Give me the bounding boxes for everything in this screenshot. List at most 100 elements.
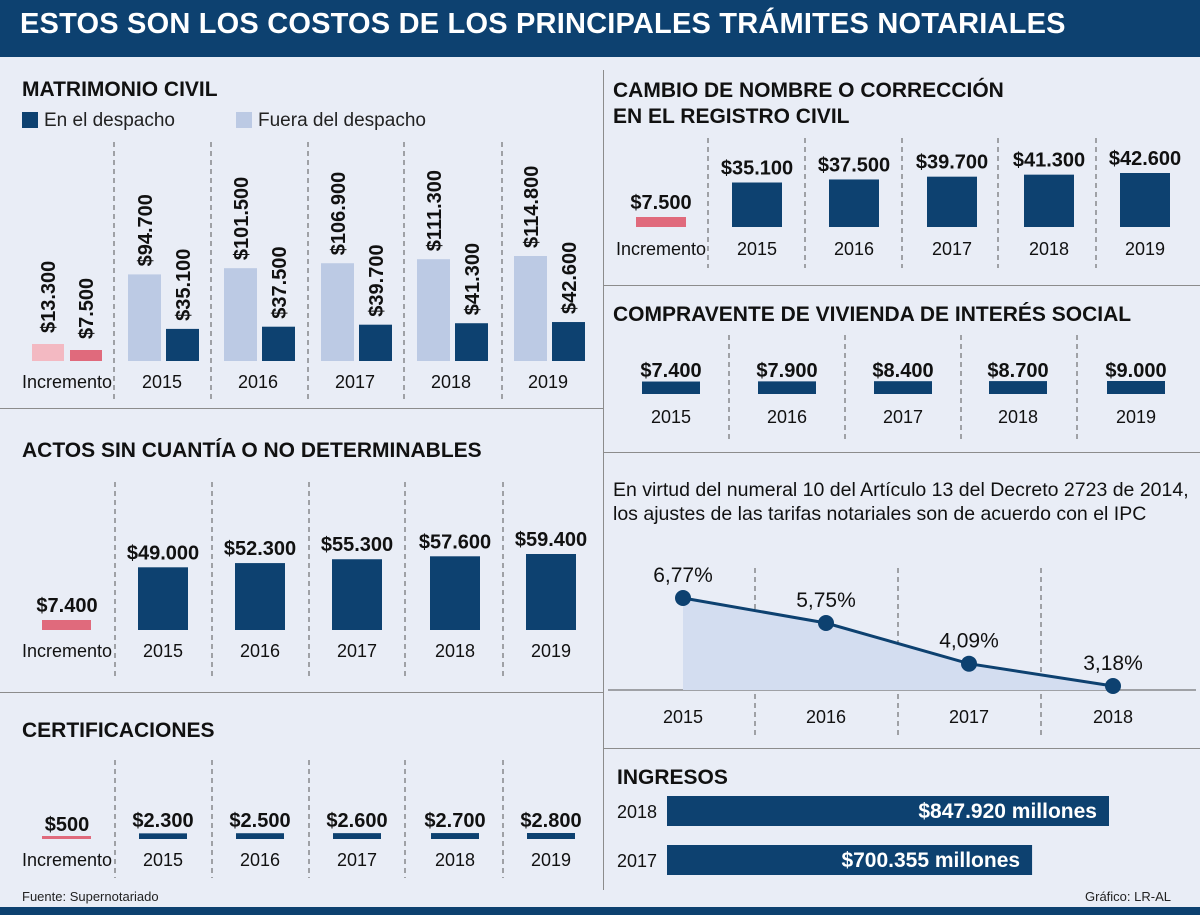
compraventa-bar <box>1107 381 1165 394</box>
legend-swatch-out <box>236 112 252 128</box>
certificaciones-category-label: 2017 <box>337 850 377 870</box>
cambio-increment-label: $7.500 <box>630 192 691 214</box>
certificaciones-bar-label: $2.700 <box>424 810 485 832</box>
matrimonio-increment-in-bar <box>70 350 102 361</box>
legend-out-label: Fuera del despacho <box>258 110 426 131</box>
cambio-category-label: 2017 <box>932 239 972 259</box>
certificaciones-bar <box>431 833 479 839</box>
certificaciones-category-label: 2015 <box>143 850 183 870</box>
divider-left-1 <box>0 408 603 409</box>
matrimonio-label-out: $111.300 <box>424 170 446 251</box>
cambio-category-label: 2016 <box>834 239 874 259</box>
compraventa-bar <box>758 381 816 394</box>
compraventa-bar-label: $9.000 <box>1105 360 1166 382</box>
ipc-point-label: 5,75% <box>796 589 856 612</box>
legend-in-label: En el despacho <box>44 110 175 131</box>
ipc-line <box>682 596 1114 688</box>
matrimonio-label-in: $37.500 <box>269 246 291 318</box>
compraventa-bar <box>989 381 1047 394</box>
matrimonio-label-in: $41.300 <box>462 243 484 315</box>
compraventa-category-label: 2017 <box>883 407 923 427</box>
cambio-bar-label: $42.600 <box>1109 148 1181 170</box>
ingresos-title: INGRESOS <box>617 766 728 789</box>
actos-bar-label: $57.600 <box>419 531 491 553</box>
ipc-category-label: 2018 <box>1093 707 1133 727</box>
ingresos-bar-label: $700.355 millones <box>841 849 1020 872</box>
legend-in: En el despacho <box>22 110 175 132</box>
divider-right-3 <box>603 748 1200 749</box>
cambio-category-label: 2019 <box>1125 239 1165 259</box>
compraventa-bar-label: $7.400 <box>640 360 701 382</box>
certificaciones-bar <box>139 833 187 839</box>
divider-left-2 <box>0 692 603 693</box>
certificaciones-category-label: 2019 <box>531 850 571 870</box>
divider-right-1 <box>603 285 1200 286</box>
matrimonio-bar-out <box>417 259 450 361</box>
matrimonio-category-label: 2018 <box>431 372 471 392</box>
compraventa-bar <box>642 381 700 394</box>
cambio-title-1: CAMBIO DE NOMBRE O CORRECCIÓN <box>613 79 1004 102</box>
actos-bar <box>430 556 480 630</box>
ipc-point <box>961 655 977 672</box>
certificaciones-bar-label: $2.300 <box>132 810 193 832</box>
certificaciones-bar-label: $2.600 <box>326 810 387 832</box>
actos-increment-bar <box>42 620 91 630</box>
actos-bar <box>235 563 285 630</box>
cambio-increment-category: Incremento <box>616 239 706 259</box>
actos-bar-label: $55.300 <box>321 534 393 556</box>
matrimonio-label-in: $39.700 <box>366 244 388 316</box>
main-title: ESTOS SON LOS COSTOS DE LOS PRINCIPALES … <box>20 8 1066 40</box>
compraventa-category-label: 2019 <box>1116 407 1156 427</box>
matrimonio-label-in: $42.600 <box>559 242 581 314</box>
certificaciones-category-label: 2016 <box>240 850 280 870</box>
credit-note: Gráfico: LR-AL <box>1085 889 1171 904</box>
actos-bar-label: $52.300 <box>224 538 296 560</box>
matrimonio-label-in: $35.100 <box>173 249 195 321</box>
matrimonio-increment-out-bar <box>32 344 64 361</box>
cambio-category-label: 2018 <box>1029 239 1069 259</box>
ipc-category-label: 2016 <box>806 707 846 727</box>
actos-title: ACTOS SIN CUANTÍA O NO DETERMINABLES <box>22 439 482 462</box>
ingresos-bar <box>667 796 1109 826</box>
actos-category-label: 2018 <box>435 641 475 661</box>
matrimonio-category-label: 2019 <box>528 372 568 392</box>
certificaciones-increment-bar <box>42 836 91 839</box>
matrimonio-increment-out-label: $13.300 <box>38 261 60 333</box>
certificaciones-bar-label: $2.800 <box>520 810 581 832</box>
cambio-bar <box>927 176 977 227</box>
compraventa-category-label: 2016 <box>767 407 807 427</box>
actos-bar-label: $49.000 <box>127 542 199 564</box>
certificaciones-bar <box>527 833 575 839</box>
actos-bar-label: $59.400 <box>515 529 587 551</box>
matrimonio-label-out: $106.900 <box>328 172 350 255</box>
cambio-bar <box>732 182 782 227</box>
actos-bar <box>526 554 576 630</box>
actos-increment-label: $7.400 <box>36 595 97 617</box>
title-bar: ESTOS SON LOS COSTOS DE LOS PRINCIPALES … <box>0 0 1200 57</box>
matrimonio-bar-in <box>552 322 585 361</box>
cambio-bar-label: $37.500 <box>818 154 890 176</box>
compraventa-title: COMPRAVENTE DE VIVIENDA DE INTERÉS SOCIA… <box>613 303 1132 326</box>
certificaciones-increment-label: $500 <box>45 814 90 836</box>
matrimonio-bar-out <box>321 263 354 361</box>
cambio-bar <box>829 179 879 227</box>
matrimonio-category-label: 2016 <box>238 372 278 392</box>
actos-category-label: 2016 <box>240 641 280 661</box>
compraventa-bar-label: $8.700 <box>987 360 1048 382</box>
matrimonio-bar-out <box>128 274 161 361</box>
ingresos-category-label: 2018 <box>617 802 657 822</box>
compraventa-bar-label: $7.900 <box>756 360 817 382</box>
matrimonio-bar-in <box>166 328 199 361</box>
ingresos-bar-label: $847.920 millones <box>918 800 1097 823</box>
cambio-category-label: 2015 <box>737 239 777 259</box>
certificaciones-increment-category: Incremento <box>22 850 112 870</box>
ipc-point-label: 3,18% <box>1083 652 1143 675</box>
matrimonio-category-label: 2015 <box>142 372 182 392</box>
actos-bar <box>138 567 188 630</box>
bottom-bar <box>0 907 1200 915</box>
compraventa-bar <box>874 381 932 394</box>
certificaciones-bar <box>333 833 381 839</box>
matrimonio-label-out: $101.500 <box>231 177 253 260</box>
ipc-point <box>818 615 834 632</box>
